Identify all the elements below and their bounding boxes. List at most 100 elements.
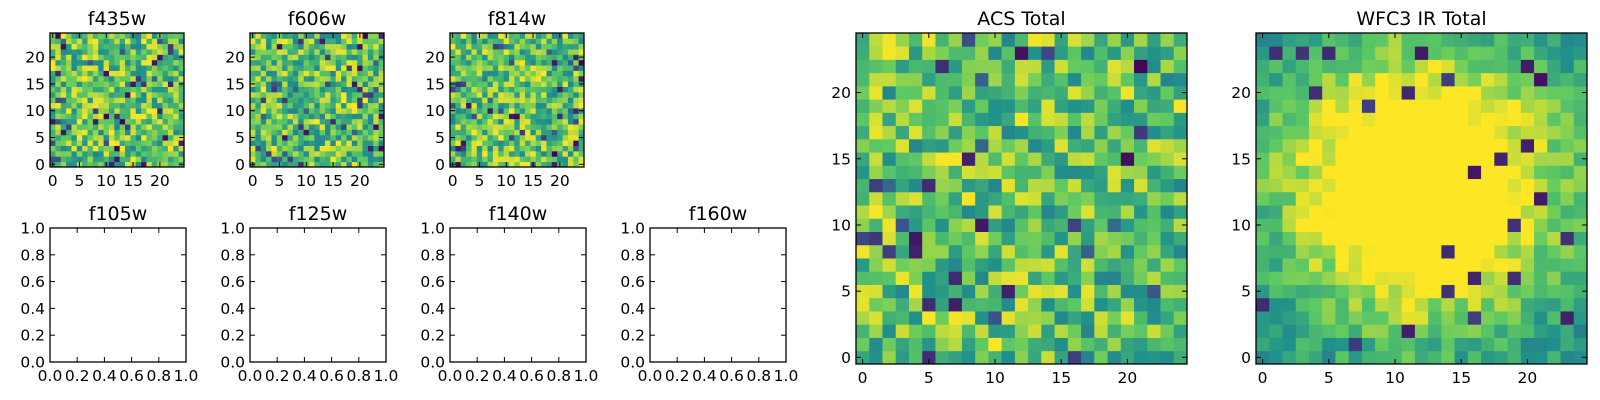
heatmap-cell	[319, 118, 326, 125]
heatmap-cell	[157, 81, 163, 87]
heatmap-cell	[471, 59, 478, 66]
heatmap-cell	[1067, 244, 1082, 259]
heatmap-cell	[351, 49, 358, 55]
heatmap-cell	[1467, 152, 1482, 166]
heatmap-cell	[1348, 231, 1363, 246]
heatmap-cell	[341, 97, 347, 104]
heatmap-cell	[1028, 152, 1042, 166]
x-tick-label: 0.6	[519, 367, 544, 385]
x-tick-label: 0.0	[438, 367, 463, 385]
heatmap-cell	[551, 49, 558, 55]
heatmap-cell	[460, 108, 467, 114]
heatmap-cell	[250, 59, 256, 66]
heatmap-cell	[266, 59, 272, 66]
heatmap-cell	[119, 75, 126, 82]
heatmap-cell	[1454, 284, 1469, 299]
heatmap-cell	[162, 81, 169, 87]
heatmap-cell	[492, 75, 499, 82]
heatmap-cell	[503, 86, 510, 93]
heatmap-cell	[367, 150, 374, 157]
heatmap-cell	[82, 134, 88, 141]
heatmap-cell	[1348, 324, 1363, 338]
heatmap-cell	[1054, 138, 1069, 153]
heatmap-cell	[1520, 33, 1535, 47]
heatmap-cell	[362, 150, 369, 157]
heatmap-cell	[276, 81, 283, 87]
heatmap-cell	[573, 150, 580, 157]
heatmap-cell	[1441, 152, 1455, 166]
heatmap-cell	[1547, 72, 1561, 87]
heatmap-cell	[508, 108, 515, 114]
axes-frame	[49, 32, 185, 168]
heatmap-cell	[503, 129, 510, 136]
heatmap-cell	[287, 81, 294, 87]
heatmap-cell	[1428, 99, 1442, 113]
heatmap-cell	[882, 59, 897, 74]
heatmap-cell	[292, 38, 299, 45]
y-tick-label: 0	[1241, 349, 1251, 367]
heatmap-cell	[71, 65, 78, 71]
heatmap-cell	[1573, 72, 1588, 87]
heatmap-cell	[87, 70, 94, 77]
heatmap-cell	[260, 65, 267, 71]
heatmap-cell	[92, 65, 99, 71]
heatmap-cell	[922, 46, 936, 60]
heatmap-cell	[76, 49, 83, 55]
heatmap-cell	[367, 49, 374, 55]
heatmap-cell	[1120, 205, 1135, 219]
heatmap-cell	[1308, 152, 1323, 166]
heatmap-cell	[71, 75, 78, 82]
heatmap-cell	[373, 70, 380, 77]
heatmap-cell	[1028, 297, 1042, 312]
heatmap-cell	[287, 156, 294, 163]
heatmap-cell	[1428, 191, 1442, 206]
y-tick-label: 20	[25, 49, 45, 67]
heatmap-cell	[373, 102, 380, 109]
heatmap-cell	[308, 81, 315, 87]
heatmap-cell	[103, 86, 110, 93]
heatmap-cell	[578, 49, 585, 55]
heatmap-cell	[935, 244, 950, 259]
heatmap-cell	[351, 134, 358, 141]
heatmap-cell	[325, 140, 331, 146]
heatmap-cell	[55, 156, 62, 163]
heatmap-cell	[869, 231, 883, 246]
heatmap-cell	[935, 284, 950, 299]
heatmap-cell	[541, 134, 547, 141]
heatmap-cell	[141, 86, 147, 93]
heatmap-cell	[1375, 178, 1389, 193]
heatmap-cell	[948, 125, 963, 140]
heatmap-cell	[1388, 205, 1403, 219]
heatmap-cell	[157, 70, 163, 77]
heatmap-cell	[1388, 337, 1403, 352]
heatmap-cell	[573, 134, 580, 141]
heatmap-cell	[255, 97, 262, 104]
heatmap-cell	[362, 91, 369, 98]
heatmap-cell	[266, 54, 272, 61]
heatmap-cell	[367, 108, 374, 114]
heatmap-cell	[1322, 152, 1336, 166]
heatmap-cell	[1173, 138, 1188, 153]
heatmap-cell	[546, 43, 553, 50]
heatmap-cell	[1481, 138, 1495, 153]
heatmap-cell	[141, 118, 147, 125]
heatmap-cell	[573, 81, 580, 87]
heatmap-cell	[455, 81, 462, 87]
x-tick-label: 0.4	[492, 367, 517, 385]
heatmap-cell	[1401, 99, 1416, 113]
heatmap-cell	[1269, 244, 1283, 259]
heatmap-cell	[471, 91, 478, 98]
heatmap-cell	[1534, 191, 1548, 206]
heatmap-cell	[130, 38, 137, 45]
heatmap-cell	[1414, 231, 1429, 246]
heatmap-cell	[578, 86, 585, 93]
heatmap-cell	[135, 108, 142, 114]
heatmap-cell	[557, 65, 563, 71]
heatmap-cell	[908, 311, 923, 325]
heatmap-cell	[988, 311, 1003, 325]
heatmap-cell	[135, 140, 142, 146]
heatmap-cell	[71, 33, 78, 39]
heatmap-cell	[1507, 46, 1522, 60]
heatmap-cell	[487, 113, 494, 120]
heatmap-cell	[1520, 337, 1535, 352]
